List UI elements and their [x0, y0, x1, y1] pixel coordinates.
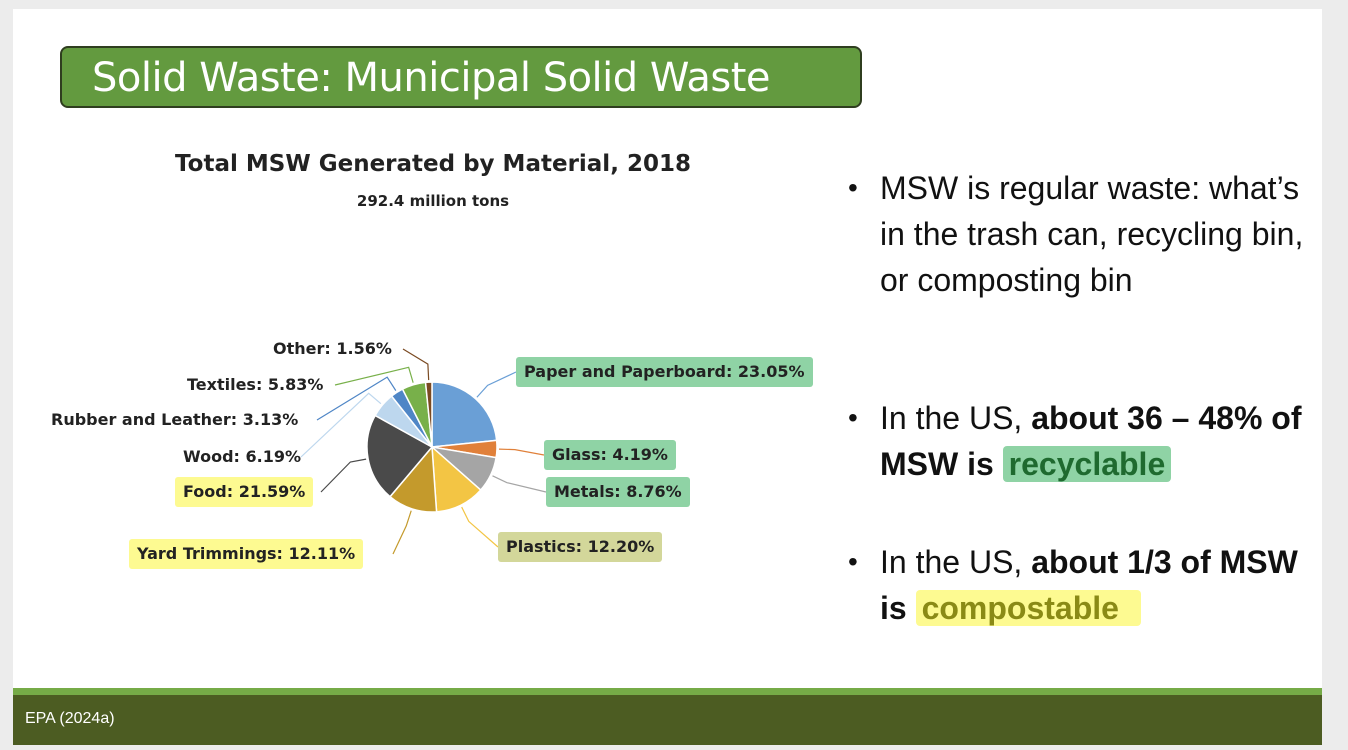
leader-line: [316, 376, 397, 421]
chart-title: Total MSW Generated by Material, 2018: [175, 151, 691, 177]
pie-slice-other: [424, 381, 433, 448]
bullet-1: • MSW is regular waste: what’s in the tr…: [848, 165, 1308, 303]
pie-slice-food: [366, 414, 434, 498]
footer-bar: EPA (2024a): [13, 695, 1322, 745]
bullet-dot: •: [848, 402, 858, 433]
footer-citation: EPA (2024a): [25, 710, 115, 727]
footer-accent-line: [13, 688, 1322, 695]
data-label-wood: Wood: 6.19%: [183, 447, 301, 466]
leader-line: [392, 510, 412, 555]
leader-line: [492, 475, 547, 493]
leader-line: [300, 392, 382, 458]
bullet-2-prefix: In the US,: [880, 400, 1032, 436]
bullet-3-prefix: In the US,: [880, 544, 1032, 580]
slide-title: Solid Waste: Municipal Solid Waste: [92, 55, 771, 101]
slide: Solid Waste: Municipal Solid Waste Total…: [13, 9, 1322, 745]
pie-slice-paper-and-paperboard: [431, 381, 498, 448]
leader-line: [476, 371, 517, 398]
compostable-highlight: compostable: [915, 590, 1141, 626]
data-label-other: Other: 1.56%: [273, 339, 392, 358]
recyclable-highlight: recyclable: [1002, 446, 1172, 482]
pie-chart: [300, 348, 547, 555]
data-label-yard-trimmings: Yard Trimmings: 12.11%: [129, 539, 364, 569]
bullet-dot: •: [848, 546, 858, 577]
leader-line: [402, 348, 430, 381]
data-label-paper-and-paperboard: Paper and Paperboard: 23.05%: [516, 357, 813, 387]
title-banner: Solid Waste: Municipal Solid Waste: [60, 46, 862, 108]
chart-subtitle: 292.4 million tons: [356, 192, 510, 210]
bullet-3-bold: about 1/3 of MSW is: [880, 544, 1298, 626]
data-label-glass: Glass: 4.19%: [544, 440, 676, 470]
data-label-plastics: Plastics: 12.20%: [498, 532, 663, 562]
leader-line: [320, 458, 367, 493]
bullet-2: • In the US, about 36 – 48% of MSW is re…: [848, 395, 1308, 487]
bullet-dot: •: [848, 172, 858, 203]
data-label-rubber-and-leather: Rubber and Leather: 3.13%: [51, 410, 299, 429]
leader-line: [334, 366, 414, 386]
data-label-food: Food: 21.59%: [175, 477, 314, 507]
bullet-3: • In the US, about 1/3 of MSW is compost…: [848, 539, 1308, 631]
bullet-1-text: MSW is regular waste: what’s in the tras…: [880, 170, 1304, 298]
leader-line: [498, 448, 545, 456]
leader-line: [461, 506, 499, 548]
data-label-textiles: Textiles: 5.83%: [187, 375, 324, 394]
data-label-metals: Metals: 8.76%: [546, 477, 690, 507]
bullet-2-bold: about 36 – 48% of MSW is: [880, 400, 1302, 482]
